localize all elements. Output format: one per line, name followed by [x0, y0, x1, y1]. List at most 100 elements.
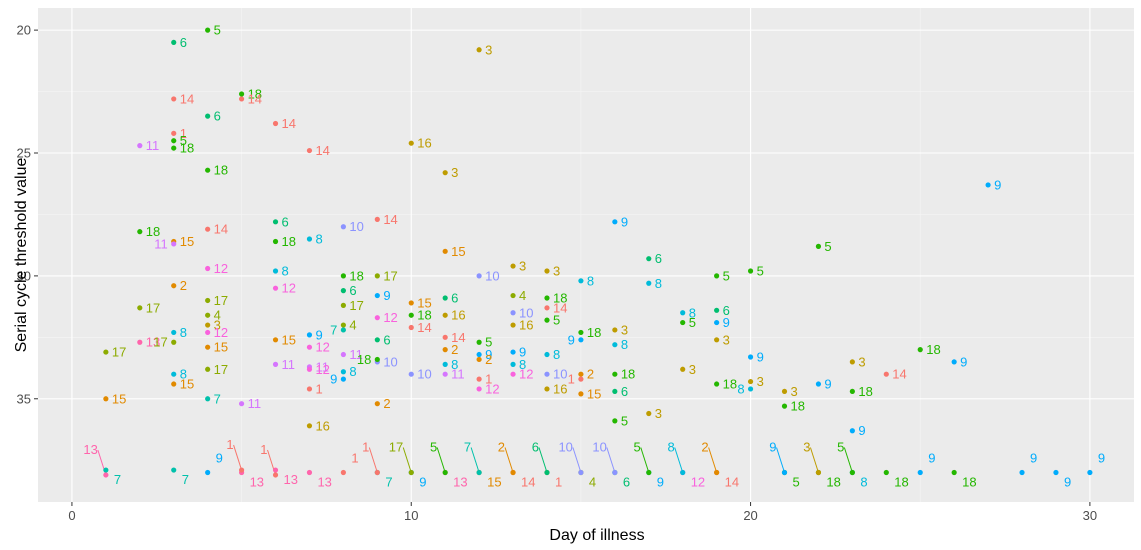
point-label: 6 [623, 475, 630, 490]
point-label: 9 [824, 377, 831, 392]
point-label: 3 [723, 332, 730, 347]
point-label: 6 [214, 109, 221, 124]
data-point [374, 356, 380, 363]
point-label: 3 [621, 322, 628, 337]
label-leader-line [674, 447, 684, 473]
label-leader-line [402, 447, 412, 473]
point-label: 6 [621, 384, 628, 399]
data-point [272, 238, 279, 245]
data-point [680, 366, 686, 372]
point-label: 14 [383, 212, 397, 227]
data-point [476, 47, 482, 53]
data-point [680, 469, 686, 476]
point-label: 3 [553, 263, 560, 278]
data-point [340, 369, 346, 375]
data-point [374, 216, 380, 222]
data-point [510, 469, 516, 476]
point-label: 9 [994, 177, 1001, 192]
data-point [578, 371, 584, 377]
point-label: 5 [824, 239, 831, 254]
point-label: 4 [349, 318, 356, 333]
point-label: 7 [385, 475, 392, 490]
point-label: 5 [723, 268, 730, 283]
data-point [238, 96, 245, 102]
label-leader-line [640, 447, 650, 473]
data-point [1019, 469, 1025, 476]
x-tick-label: 10 [404, 508, 418, 523]
point-label: 11 [146, 138, 160, 153]
point-label: 3 [214, 318, 221, 333]
point-label: 11 [154, 236, 168, 251]
data-point [612, 219, 618, 225]
point-label: 16 [553, 381, 567, 396]
y-tick-label: 20 [17, 23, 31, 38]
point-label: 15 [282, 332, 296, 347]
point-label: 15 [487, 475, 501, 490]
point-label: 9 [330, 372, 337, 387]
point-label: 3 [451, 165, 458, 180]
point-label: 18 [553, 291, 567, 306]
x-tick-label: 30 [1083, 508, 1097, 523]
point-label: 9 [769, 440, 776, 455]
point-label: 5 [485, 335, 492, 350]
point-label: 10 [553, 367, 567, 382]
point-label: 8 [553, 347, 560, 362]
label-leader-line [436, 447, 446, 473]
data-point [747, 354, 754, 360]
data-point [408, 140, 414, 146]
point-label: 1 [485, 372, 492, 387]
point-label: 18 [587, 325, 601, 340]
point-label: 14 [214, 222, 228, 237]
data-point [476, 273, 482, 279]
data-point [951, 469, 957, 476]
point-label: 14 [725, 475, 739, 490]
y-tick-label: 35 [17, 391, 31, 406]
data-point [883, 371, 889, 377]
point-label: 18 [926, 342, 940, 357]
point-label: 12 [315, 340, 329, 355]
data-point [205, 396, 211, 402]
data-point [340, 469, 346, 476]
point-label: 1 [260, 442, 267, 457]
data-point [238, 401, 245, 407]
data-point [306, 366, 313, 372]
point-label: 18 [349, 268, 363, 283]
point-label: 11 [282, 357, 296, 372]
point-label: 18 [894, 475, 908, 490]
point-label: 14 [180, 91, 194, 106]
data-point [849, 359, 855, 365]
point-label: 8 [315, 232, 322, 247]
point-label: 3 [519, 259, 526, 274]
point-label: 9 [723, 315, 730, 330]
y-axis-title: Serial cycle threshold value [13, 158, 30, 353]
data-point [815, 381, 822, 387]
data-point [272, 361, 279, 367]
point-label: 17 [389, 440, 403, 455]
data-point [714, 307, 720, 313]
data-point [340, 327, 346, 333]
data-point [714, 381, 720, 387]
point-label: 14 [521, 475, 535, 490]
data-point [306, 332, 313, 338]
point-label: 2 [498, 440, 505, 455]
data-point [442, 248, 448, 254]
point-label: 5 [793, 475, 800, 490]
data-point [510, 292, 516, 299]
data-point [646, 280, 652, 286]
point-label: 15 [451, 244, 465, 259]
y-tick-label: 30 [17, 268, 31, 283]
point-label: 2 [451, 342, 458, 357]
data-point [815, 243, 822, 249]
data-point [205, 322, 211, 328]
x-axis-title: Day of illness [549, 527, 644, 544]
data-point [205, 265, 211, 272]
point-label: 17 [214, 362, 228, 377]
point-label: 11 [248, 396, 261, 411]
data-point [544, 386, 550, 392]
point-label: 10 [417, 367, 431, 382]
point-label: 17 [214, 293, 228, 308]
point-label: 14 [282, 116, 296, 131]
